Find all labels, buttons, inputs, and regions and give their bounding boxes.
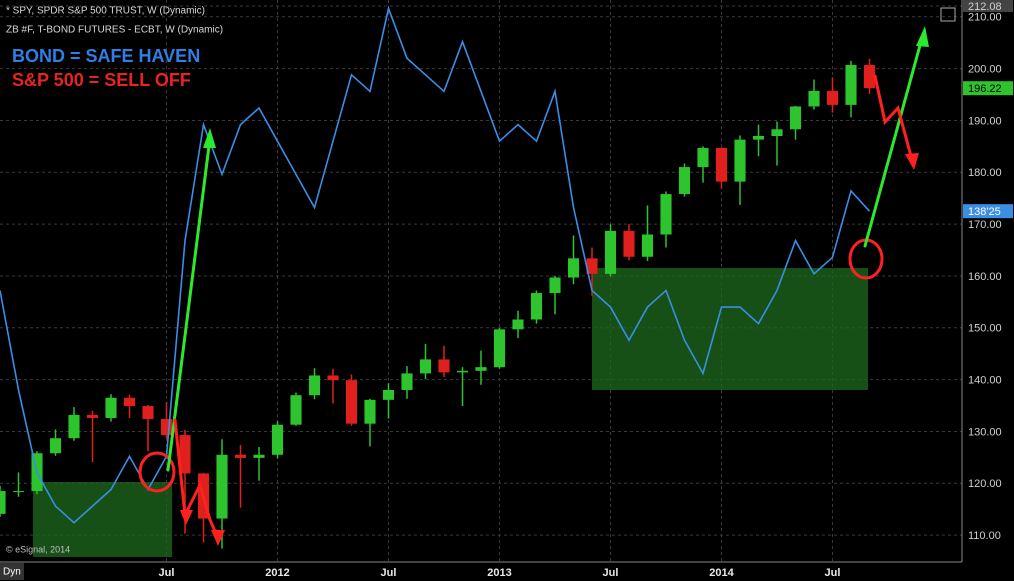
highlight-box [33, 482, 172, 557]
y-tick-label: 110.00 [968, 530, 1001, 542]
candle-body [327, 375, 339, 381]
candle-body [771, 129, 783, 136]
x-tick-label: Jul [603, 567, 619, 579]
arrow-head [180, 510, 193, 525]
candle-body [808, 90, 820, 107]
candle-body [308, 375, 321, 396]
candle-body [715, 147, 728, 182]
y-tick-label: 140.00 [968, 375, 1002, 387]
annotation: S&P 500 = SELL OFF [12, 70, 191, 90]
y-tick-label: 160.00 [968, 271, 1002, 283]
arrow-head [916, 26, 929, 47]
up-arrow [863, 36, 924, 248]
series-header: * SPY, SPDR S&P 500 TRUST, W (Dynamic) [6, 6, 205, 17]
candle-body [789, 106, 802, 130]
candle-body [826, 90, 839, 105]
candle-body [179, 435, 191, 474]
arrow-head [211, 530, 225, 546]
last-value-tag [963, 81, 1013, 96]
x-tick-label: 2012 [265, 567, 289, 579]
down-arrow [873, 74, 914, 162]
series-header: ZB #F, T-BOND FUTURES - ECBT, W (Dynamic… [6, 25, 223, 36]
candle-body [678, 167, 691, 195]
candle-body [586, 258, 598, 274]
x-tick-label: Jul [381, 567, 397, 579]
candle-body [86, 414, 99, 418]
down-arrow [173, 418, 220, 540]
candle-body [216, 454, 228, 519]
candle-body [123, 397, 136, 407]
last-value-label: 138'25 [968, 206, 1001, 218]
mode-label: Dyn [3, 567, 21, 578]
candle-body [345, 380, 358, 424]
candle-body [604, 230, 617, 274]
y-tick-label: 120.00 [968, 478, 1002, 490]
candle-body [641, 234, 654, 257]
candle-body [493, 329, 506, 368]
x-tick-label: Jul [159, 567, 175, 579]
last-value-tag [963, 204, 1013, 219]
candle-body [234, 454, 247, 458]
candle-body [660, 194, 672, 235]
y-tick-label: 200.00 [968, 64, 1002, 76]
x-tick-label: 2013 [487, 567, 511, 579]
candle-body [567, 258, 580, 278]
y-tick-box [963, 0, 1013, 12]
window-button[interactable] [940, 7, 956, 22]
arrow-head [905, 153, 919, 170]
candle-body [512, 319, 524, 330]
y-tick-label: 130.00 [968, 426, 1002, 438]
candle-body [68, 414, 80, 439]
candle-body [475, 367, 487, 371]
highlight-box [592, 268, 868, 390]
candle-body [734, 139, 746, 182]
x-tick-label: 2014 [709, 567, 734, 579]
candle-body [845, 64, 857, 105]
candle-body [12, 491, 25, 493]
candle-body [530, 293, 543, 320]
candle-body [160, 419, 173, 436]
x-tick-label: Jul [825, 567, 841, 579]
y-tick-label: 170.00 [968, 219, 1002, 231]
candle-body [382, 389, 395, 400]
candle-body [364, 399, 376, 424]
arrows [138, 26, 929, 546]
candle-body [623, 230, 635, 257]
arrow-head [203, 128, 216, 148]
circle-marker [138, 451, 176, 493]
candle-body [438, 359, 450, 373]
y-tick-label: 150.00 [968, 323, 1002, 335]
candle-body [419, 359, 432, 374]
y-tick-label: 210.00 [968, 12, 1002, 24]
candle-body [105, 397, 117, 418]
candle-body [0, 491, 6, 514]
y-tick-label: 212.08 [968, 1, 1002, 13]
candle-body [290, 395, 302, 425]
candle-body [401, 373, 413, 390]
y-tick-label: 190.00 [968, 115, 1002, 127]
candle-body [752, 135, 765, 140]
annotation: BOND = SAFE HAVEN [12, 46, 200, 66]
last-value-label: 196.22 [968, 83, 1002, 95]
candle-body [49, 438, 62, 454]
y-tick-label: 180.00 [968, 167, 1002, 179]
candle-body [863, 64, 876, 89]
candle-body [697, 147, 709, 168]
candle-body [271, 424, 284, 455]
up-arrow [166, 136, 212, 472]
candle-body [142, 406, 154, 420]
credit: © eSignal, 2014 [6, 544, 70, 554]
mode-button[interactable] [0, 563, 24, 580]
candle-body [253, 454, 265, 458]
candle-body [456, 370, 469, 373]
candle-body [549, 277, 561, 294]
